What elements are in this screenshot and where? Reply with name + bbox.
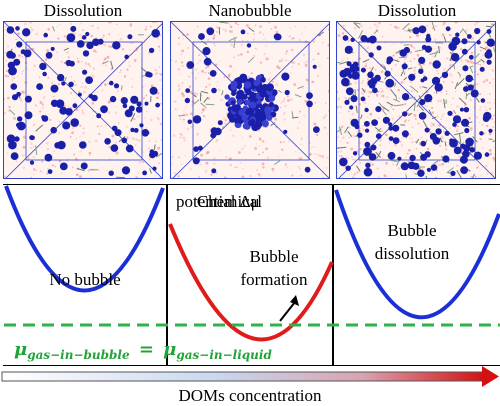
- curve-bubble-dissolution: [334, 189, 500, 320]
- mu-symbol-left: μ: [14, 339, 28, 360]
- snapshot-nanobubble: [170, 21, 330, 179]
- equilibrium-equation: μgas−in−bubble = μgas−in−liquid: [14, 339, 272, 362]
- mu-symbol-right: μ: [163, 339, 177, 360]
- snapshot-label-2: Nanobubble: [208, 1, 292, 20]
- snapshot-image-2: [171, 22, 329, 178]
- mu-subscript-right: gas−in−liquid: [176, 348, 272, 362]
- label-bubble-dissolution-2: dissolution: [374, 244, 450, 263]
- snapshot-dissolution-high: [336, 21, 496, 179]
- mu-subscript-left: gas−in−bubble: [27, 348, 130, 362]
- label-bubble-dissolution-1: Bubble: [387, 221, 437, 240]
- snapshot-dissolution-low: [3, 21, 163, 179]
- curve-no-bubble: [4, 185, 165, 293]
- formation-arrow-head: [290, 295, 299, 306]
- potential-title-right: potential Δμ: [176, 192, 260, 211]
- potential-panel-1: [3, 184, 168, 366]
- concentration-arrow-shaft: [1, 371, 485, 382]
- potential-title-left: Chemical: [172, 192, 262, 211]
- snapshot-label-3: Dissolution: [377, 1, 457, 20]
- snapshot-image-3: [337, 22, 495, 178]
- snapshot-label-1: Dissolution: [43, 1, 123, 20]
- formation-arrow: [279, 301, 296, 322]
- concentration-arrow-head: [482, 366, 499, 387]
- label-bubble-formation-2: formation: [240, 270, 308, 289]
- potential-panel-3: [332, 184, 500, 366]
- snapshot-image-1: [4, 22, 162, 178]
- label-no-bubble: No bubble: [49, 270, 121, 289]
- label-bubble-formation-1: Bubble: [249, 247, 299, 266]
- concentration-axis-label: DOMs concentration: [178, 386, 322, 405]
- potential-panel-2: [166, 184, 334, 366]
- equals-sign: =: [138, 339, 154, 360]
- curve-bubble-formation: [168, 223, 334, 342]
